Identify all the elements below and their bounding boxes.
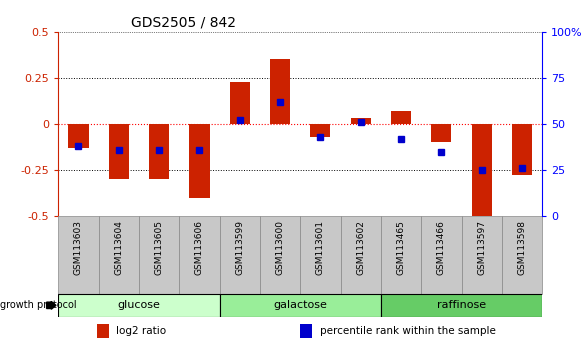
Text: GSM113604: GSM113604	[114, 220, 123, 275]
Bar	[260, 216, 300, 294]
Bar	[472, 124, 492, 216]
Bar	[58, 216, 99, 294]
Bar	[139, 216, 180, 294]
Bar	[68, 124, 89, 148]
Bar	[350, 118, 371, 124]
Bar	[189, 124, 209, 198]
Text: GSM113598: GSM113598	[518, 220, 526, 275]
Bar	[391, 111, 411, 124]
Text: GSM113465: GSM113465	[396, 220, 406, 275]
Bar	[462, 216, 502, 294]
Text: GSM113601: GSM113601	[316, 220, 325, 275]
Text: glucose: glucose	[118, 300, 160, 310]
Bar	[310, 124, 331, 137]
Text: GSM113602: GSM113602	[356, 220, 365, 275]
Bar	[502, 216, 542, 294]
Bar	[381, 294, 542, 317]
Text: GSM113603: GSM113603	[74, 220, 83, 275]
Bar	[149, 124, 169, 179]
Bar	[180, 216, 220, 294]
Text: GSM113605: GSM113605	[154, 220, 164, 275]
Bar	[340, 216, 381, 294]
Text: growth protocol: growth protocol	[0, 300, 76, 310]
Bar	[512, 124, 532, 176]
Bar	[97, 324, 109, 338]
Text: raffinose: raffinose	[437, 300, 486, 310]
Bar	[58, 294, 220, 317]
Text: log2 ratio: log2 ratio	[117, 326, 167, 336]
Bar	[270, 59, 290, 124]
Bar	[381, 216, 421, 294]
Text: GSM113600: GSM113600	[276, 220, 285, 275]
Text: GSM113606: GSM113606	[195, 220, 204, 275]
Bar	[300, 216, 340, 294]
Bar	[108, 124, 129, 179]
Text: percentile rank within the sample: percentile rank within the sample	[319, 326, 496, 336]
Bar	[421, 216, 462, 294]
Bar	[220, 216, 260, 294]
Bar	[230, 81, 250, 124]
Text: GSM113597: GSM113597	[477, 220, 486, 275]
Bar	[220, 294, 381, 317]
Bar	[300, 324, 312, 338]
Text: GSM113466: GSM113466	[437, 220, 446, 275]
Bar	[99, 216, 139, 294]
Text: GSM113599: GSM113599	[236, 220, 244, 275]
Text: GDS2505 / 842: GDS2505 / 842	[131, 15, 236, 29]
Bar	[431, 124, 451, 142]
Text: galactose: galactose	[273, 300, 327, 310]
